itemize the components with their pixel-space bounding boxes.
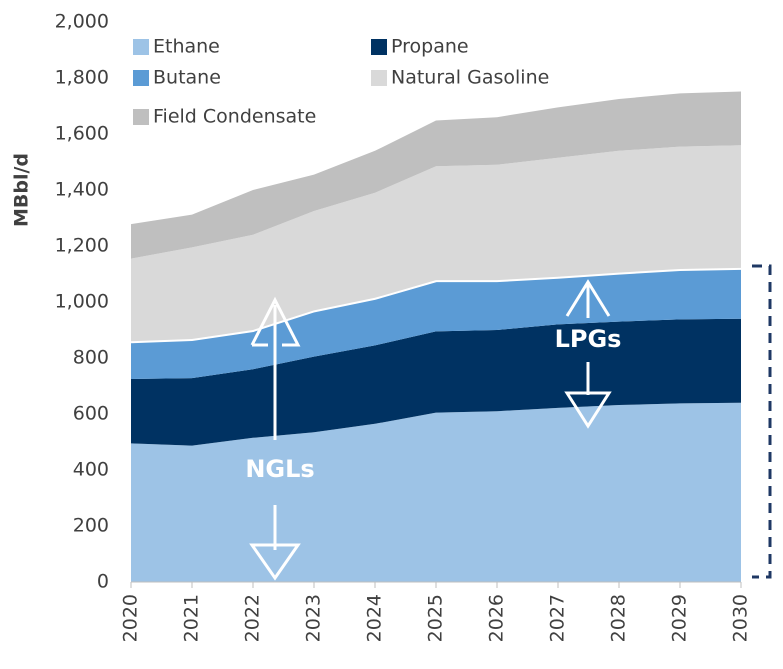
legend-swatch (371, 39, 387, 55)
area (131, 91, 741, 259)
legend-label: Ethane (153, 36, 220, 58)
x-tick-label: 2026 (486, 594, 508, 642)
x-tick-label: 2029 (669, 594, 691, 642)
x-tick-label: 2021 (181, 594, 203, 642)
legend-swatch (133, 39, 149, 55)
legend-swatch (133, 109, 149, 125)
legend-label: Butane (153, 67, 221, 89)
y-tick-label: 800 (73, 347, 109, 369)
y-tick-label: 2,000 (55, 11, 109, 33)
y-tick-label: 600 (73, 403, 109, 425)
x-tick-label: 2024 (364, 594, 386, 642)
legend-swatch (371, 70, 387, 86)
y-tick-label: 1,200 (55, 235, 109, 257)
y-tick-label: 1,000 (55, 291, 109, 313)
area (131, 145, 741, 342)
y-tick-label: 200 (73, 515, 109, 537)
y-tick-label: 1,600 (55, 123, 109, 145)
ngl-arrow (249, 296, 301, 581)
y-axis-label: MBbl/d (11, 153, 33, 227)
legend-label: Natural Gasoline (391, 67, 549, 89)
y-tick-label: 400 (73, 459, 109, 481)
y-tick-label: 0 (97, 571, 109, 593)
x-tick-label: 2023 (303, 594, 325, 642)
bracket (752, 264, 772, 579)
annotation: NGLs (245, 455, 314, 483)
area (131, 318, 741, 446)
legend-label: Propane (391, 36, 469, 58)
y-tick-label: 1,400 (55, 179, 109, 201)
lpg-arrow (564, 279, 612, 429)
legend-swatch (133, 70, 149, 86)
x-tick-label: 2030 (730, 594, 752, 642)
y-tick-label: 1,800 (55, 67, 109, 89)
plot-area (130, 91, 742, 582)
x-tick-label: 2020 (120, 594, 142, 642)
x-tick-label: 2022 (242, 594, 264, 642)
x-tick-label: 2025 (425, 594, 447, 642)
x-tick-label: 2027 (547, 594, 569, 642)
x-tick-label: 2028 (608, 594, 630, 642)
annotation: LPGs (555, 325, 622, 353)
area (131, 402, 741, 582)
legend-label: Field Condensate (153, 106, 316, 128)
